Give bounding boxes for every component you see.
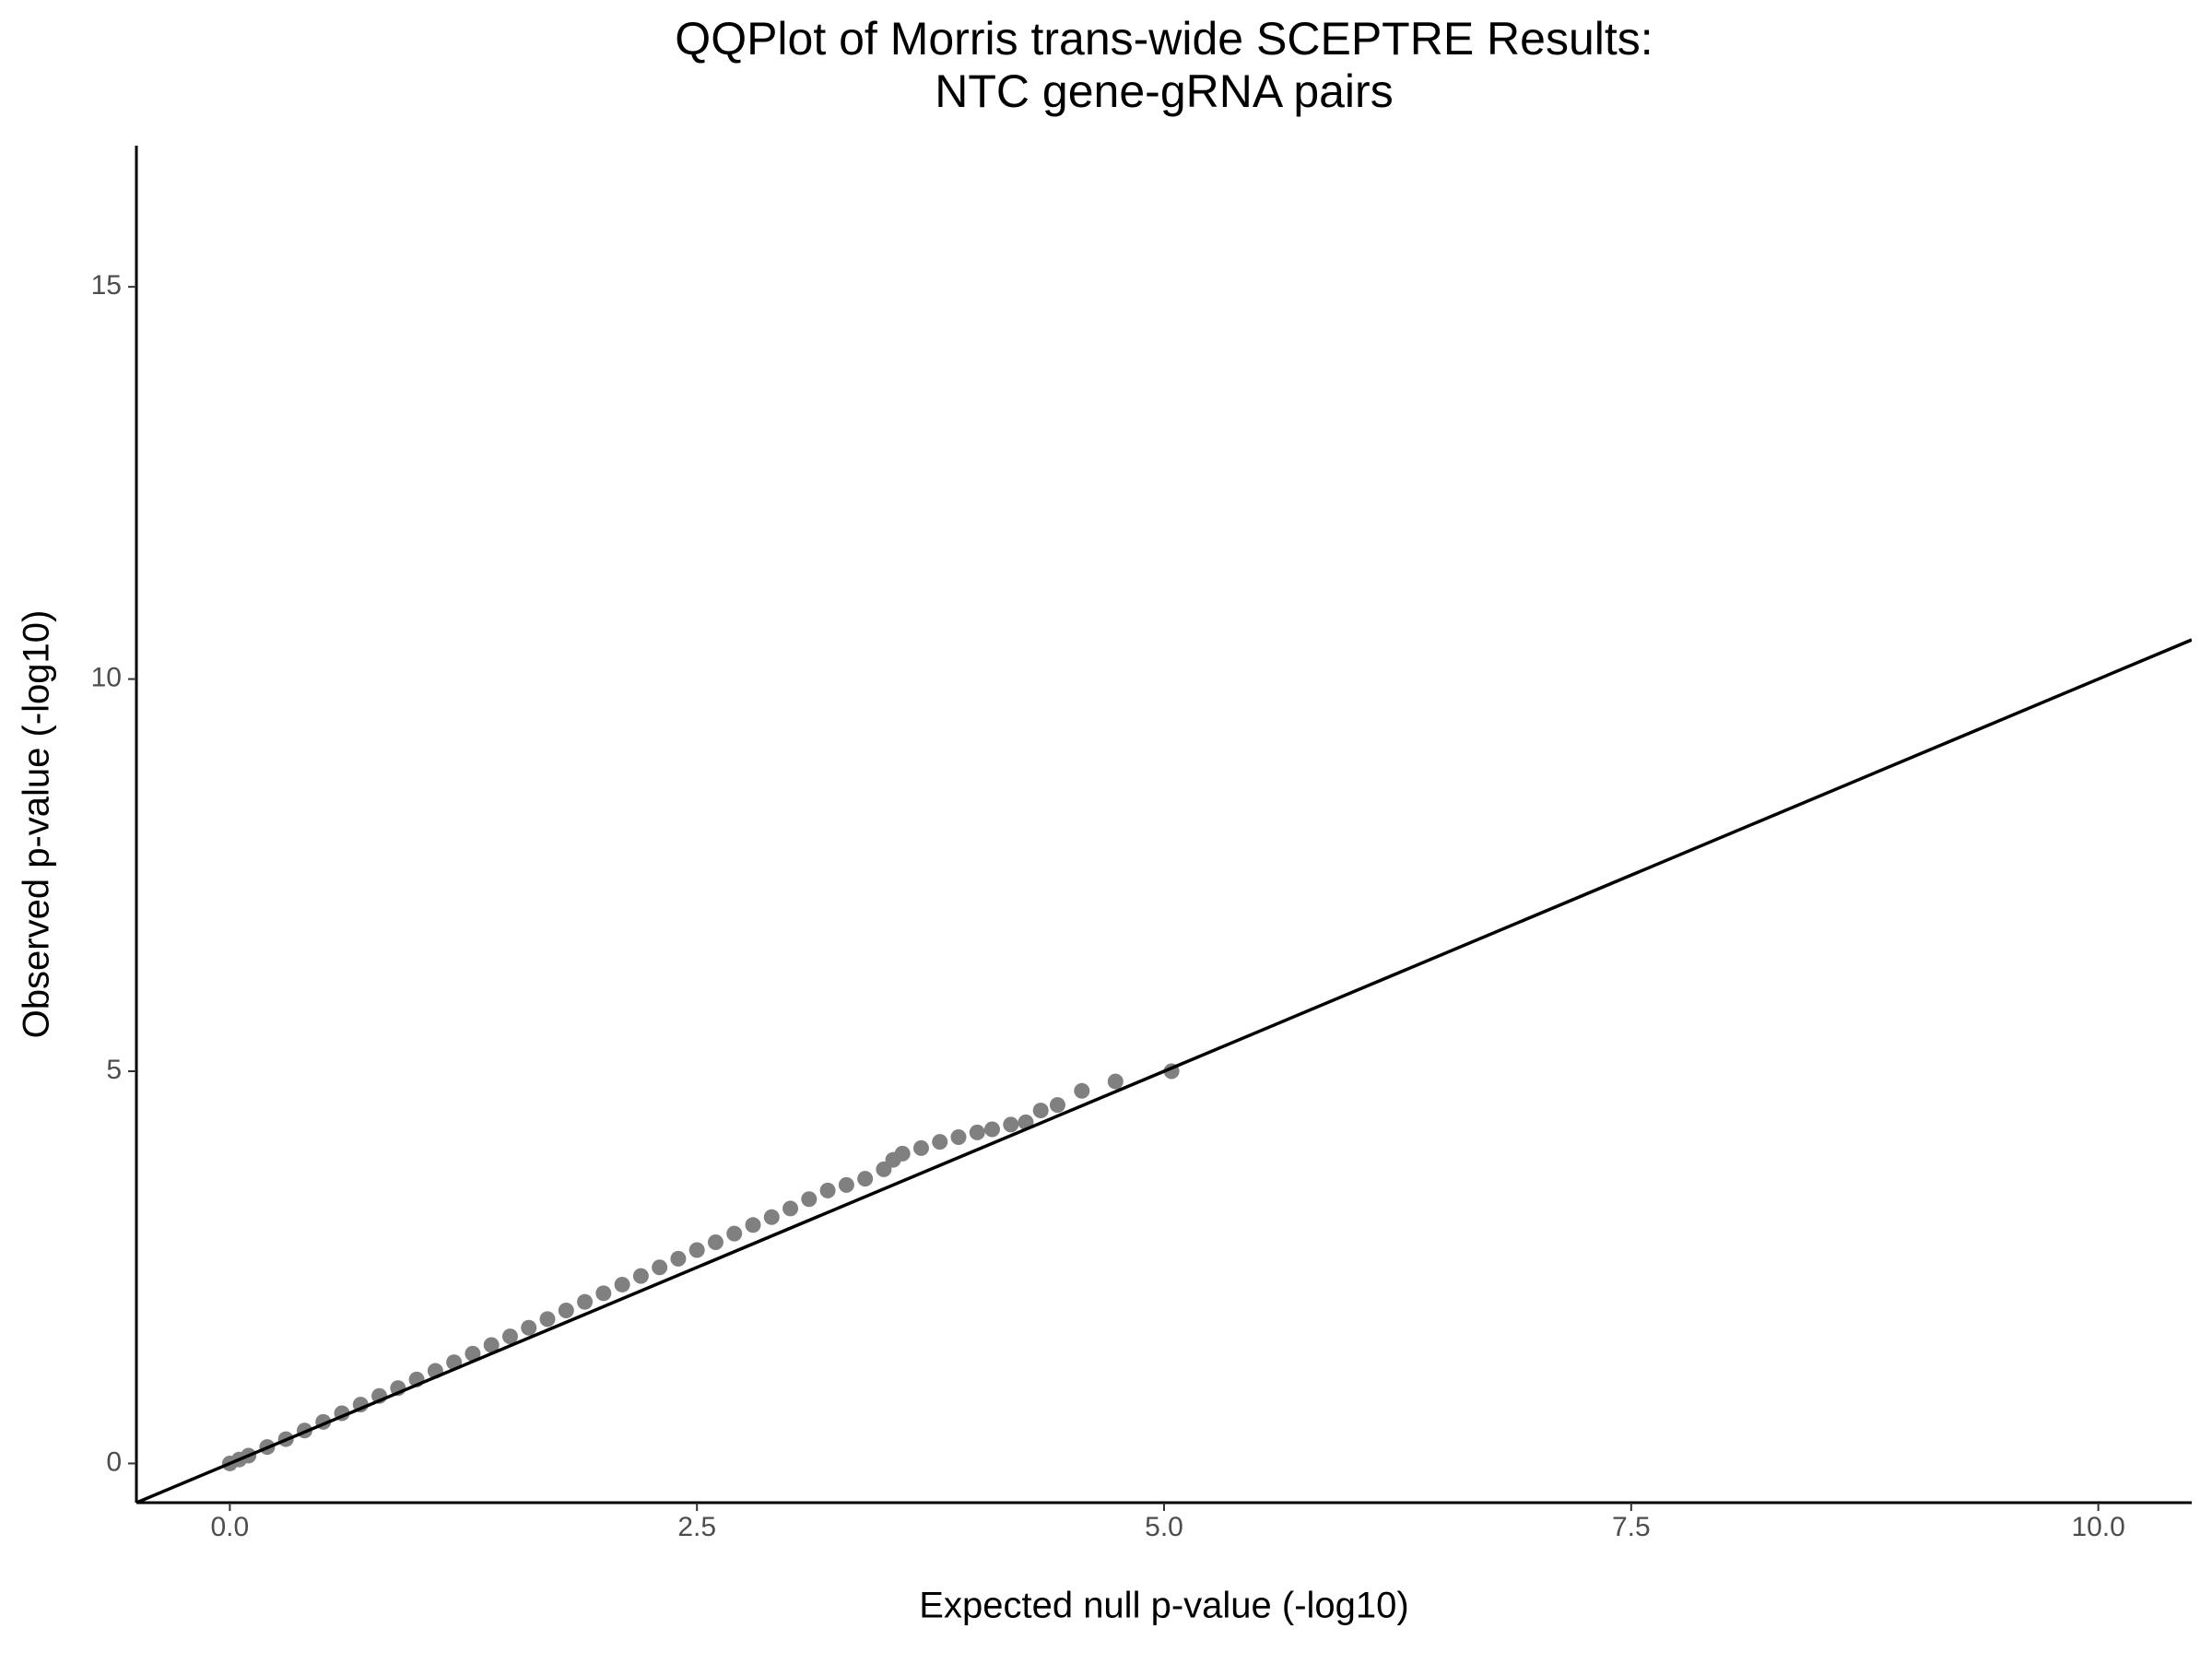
y-tick-label: 5 — [106, 1055, 122, 1085]
point — [595, 1285, 612, 1302]
point — [745, 1217, 761, 1233]
chart-title: NTC gene-gRNA pairs — [935, 65, 1393, 117]
x-tick-label: 2.5 — [677, 1512, 716, 1542]
y-tick-label: 10 — [91, 663, 122, 693]
point — [1074, 1082, 1090, 1099]
point — [614, 1276, 630, 1292]
point — [838, 1176, 854, 1193]
x-axis-title: Expected null p-value (-log10) — [919, 1586, 1408, 1626]
point — [801, 1191, 818, 1208]
point — [539, 1311, 556, 1328]
point — [670, 1250, 687, 1267]
point — [483, 1337, 500, 1353]
point — [950, 1128, 967, 1145]
y-axis-title: Observed p-value (-log10) — [17, 610, 57, 1039]
point — [577, 1293, 594, 1310]
x-tick-label: 10.0 — [2071, 1512, 2124, 1542]
point — [1049, 1097, 1065, 1114]
point — [652, 1259, 668, 1276]
x-tick-label: 5.0 — [1145, 1512, 1183, 1542]
point — [763, 1209, 780, 1225]
point — [465, 1345, 481, 1362]
point — [782, 1200, 799, 1217]
x-tick-label: 0.0 — [211, 1512, 250, 1542]
reference-line — [136, 638, 2192, 1503]
point — [1107, 1073, 1124, 1090]
point — [726, 1225, 743, 1242]
point — [1003, 1116, 1019, 1133]
point — [1032, 1103, 1049, 1119]
point — [688, 1242, 705, 1258]
point — [969, 1124, 985, 1140]
point — [932, 1134, 948, 1151]
point — [912, 1139, 929, 1156]
point — [632, 1268, 649, 1284]
point — [521, 1319, 537, 1336]
point — [707, 1234, 724, 1251]
point — [857, 1171, 874, 1187]
x-tick-label: 7.5 — [1612, 1512, 1651, 1542]
y-tick-label: 0 — [106, 1446, 122, 1477]
point — [894, 1145, 911, 1162]
point — [501, 1328, 518, 1345]
point — [819, 1182, 836, 1198]
point — [983, 1121, 1000, 1138]
y-tick-label: 15 — [91, 270, 122, 301]
chart-title: QQPlot of Morris trans-wide SCEPTRE Resu… — [675, 13, 1653, 65]
point — [558, 1303, 574, 1319]
